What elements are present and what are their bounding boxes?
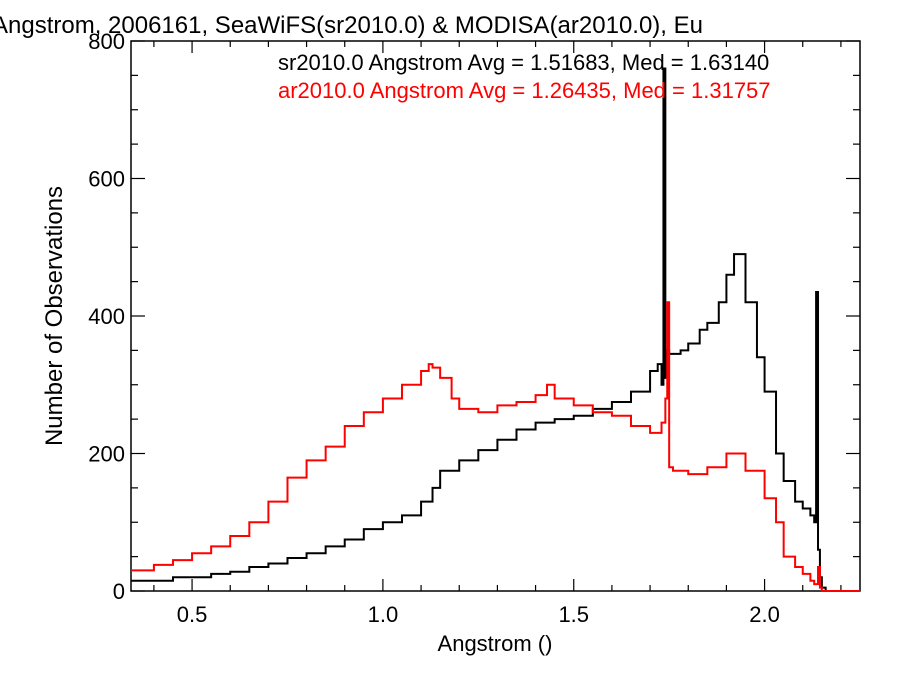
x-tick-label: 1.5	[558, 602, 589, 627]
x-axis-label: Angstrom ()	[438, 631, 553, 656]
chart-title: Angstrom, 2006161, SeaWiFS(sr2010.0) & M…	[0, 12, 703, 39]
y-tick-label: 0	[113, 579, 125, 604]
y-tick-label: 600	[88, 167, 125, 192]
data-series	[131, 67, 860, 592]
y-axis-label: Number of Observations	[41, 186, 68, 446]
y-tick-label: 400	[88, 304, 125, 329]
x-tick-label: 2.0	[749, 602, 780, 627]
series-ar2010-line	[131, 301, 860, 592]
y-tick-label: 200	[88, 442, 125, 467]
plot-frame	[130, 40, 861, 592]
annotation-sr2010: sr2010.0 Angstrom Avg = 1.51683, Med = 1…	[278, 50, 769, 75]
plot-border	[130, 40, 861, 592]
annotation-ar2010: ar2010.0 Angstrom Avg = 1.26435, Med = 1…	[278, 78, 771, 103]
x-tick-label: 0.5	[177, 602, 208, 627]
x-tick-label: 1.0	[368, 602, 399, 627]
y-tick-label: 800	[88, 29, 125, 54]
axis-ticks: 0.5 1.0 1.5 2.0 0 200 400 600 800	[88, 29, 860, 627]
series-sr2010-line	[131, 67, 860, 592]
